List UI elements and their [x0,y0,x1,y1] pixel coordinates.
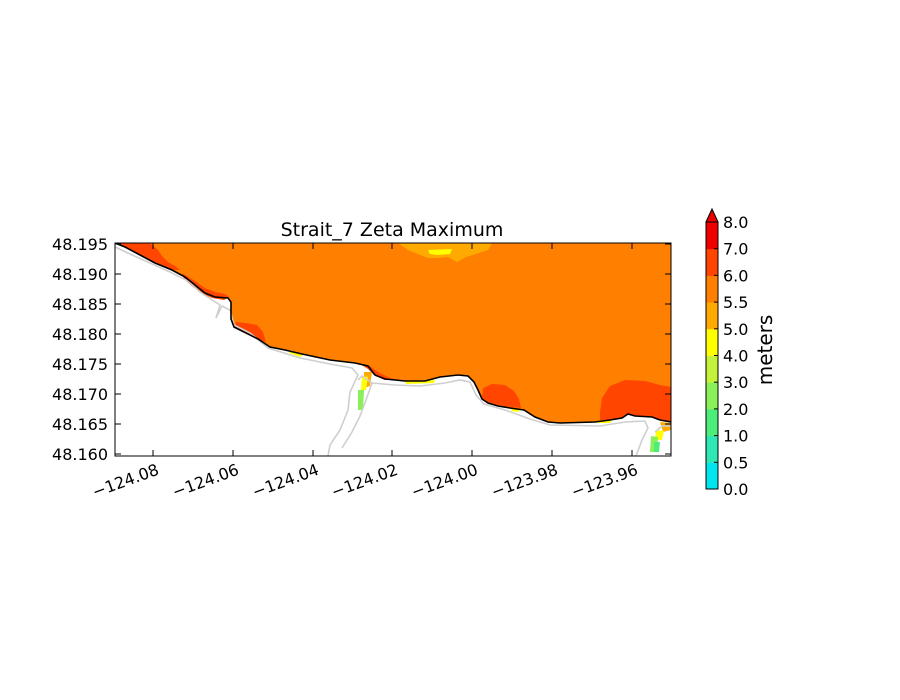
water-region-patch-mid [482,384,521,408]
colorbar-segment [706,248,718,276]
y-tick-label: 48.170 [52,385,108,404]
x-tick-label: −124.00 [409,460,481,502]
colorbar-ticks: 0.0 0.5 1.0 2.0 3.0 4.0 5.0 5.5 6.0 7.0 8.0 [714,213,748,499]
colorbar-segment [706,302,718,330]
colorbar-segment [706,408,718,437]
colorbar-tick-label: 8.0 [723,213,748,232]
colorbar-segment [706,275,718,303]
y-tick-label: 48.160 [52,445,108,464]
colorbar: 0.0 0.5 1.0 2.0 3.0 4.0 5.0 5.5 6.0 7.0 8.0 meters [705,207,777,499]
colorbar-segment [706,328,718,356]
colorbar-segment [706,462,718,490]
water-region-main [115,243,671,423]
water-region-nearshore-strip [182,273,229,300]
x-tick-label: −123.98 [489,460,561,502]
water-region-north-edge-inner [428,249,452,255]
water-region-patch-east [600,380,671,422]
map-panel[interactable] [114,242,672,457]
colorbar-extend-arrow [705,207,719,223]
colorbar-segment [706,382,718,410]
inlet-east-teal [654,442,660,452]
y-tick-label: 48.180 [52,325,108,344]
zeta-field [115,243,671,452]
colorbar-tick-label: 0.0 [723,480,748,499]
y-tick-label: 48.195 [52,235,108,254]
water-region-patch-west [235,322,266,342]
x-tick-label: −124.08 [90,460,162,502]
colorbar-label: meters [753,315,777,386]
x-tick-label: −124.04 [250,460,322,502]
colorbar-tick-label: 1.0 [723,427,748,446]
colorbar-tick-label: 0.5 [723,453,748,472]
colorbar-tick-label: 5.0 [723,320,748,339]
y-tick-label: 48.190 [52,265,108,284]
axes-frame [114,242,672,457]
colorbar-segment [706,355,718,383]
colorbar-tick-label: 3.0 [723,373,748,392]
y-tick-label: 48.185 [52,295,108,314]
colorbar-tick-label: 5.5 [723,293,748,312]
y-tick-label: 48.175 [52,355,108,374]
colorbar-segment [706,435,718,463]
colorbar-segments [706,222,718,490]
colorbar-tick-label: 7.0 [723,240,748,259]
colorbar-tick-label: 2.0 [723,400,748,419]
colorbar-tick-label: 4.0 [723,347,748,366]
plot-title: Strait_7 Zeta Maximum [281,219,504,241]
x-tick-label: −123.96 [569,460,641,502]
colorbar-segment [706,222,718,250]
coastline-model [115,243,671,424]
x-tick-label: −124.02 [329,460,401,502]
y-axis: 48.195 48.190 48.185 48.180 48.175 48.17… [52,235,671,464]
x-tick-label: −124.06 [170,460,242,502]
colorbar-tick-label: 6.0 [723,266,748,285]
y-tick-label: 48.165 [52,415,108,434]
inlet-west-green [358,390,364,410]
